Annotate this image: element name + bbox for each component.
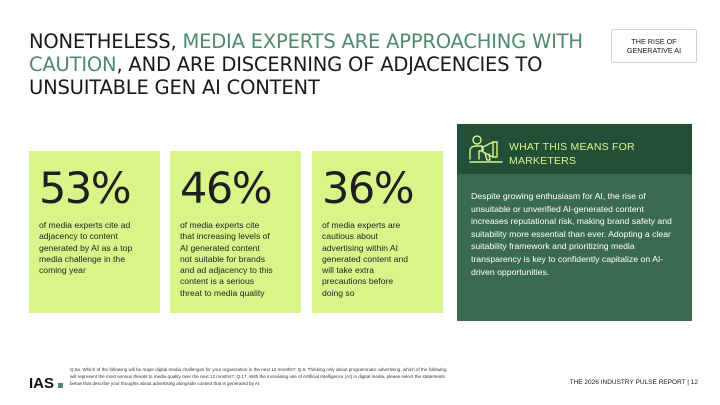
stat-card-3: 36% of media experts are cautious about … <box>312 151 443 313</box>
marketers-panel: WHAT THIS MEANS FOR MARKETERS Despite gr… <box>457 124 692 321</box>
stat-description: of media experts are cautious about adve… <box>322 220 409 298</box>
footnote: Q.5a. Which of the following will be maj… <box>70 367 447 386</box>
title-highlight: MEDIA EXPERTS ARE APPROACHING WITH CAUTI… <box>29 30 583 76</box>
logo-text: IAS <box>29 375 54 392</box>
megaphone-person-icon <box>469 135 503 163</box>
page-title: NONETHELESS, MEDIA EXPERTS ARE APPROACHI… <box>29 30 589 99</box>
panel-body: Despite growing enthusiasm for AI, the r… <box>471 191 672 277</box>
ias-logo: IAS <box>29 375 63 392</box>
title-part-1: NONETHELESS, <box>29 30 183 53</box>
stat-description: of media experts cite that increasing le… <box>180 220 273 298</box>
stat-description: of media experts cite ad adjacency to co… <box>39 220 133 276</box>
stat-card-2: 46% of media experts cite that increasin… <box>170 151 301 313</box>
section-tag: THE RISE OF GENERATIVE AI <box>611 29 697 63</box>
stat-value: 36% <box>322 164 415 214</box>
report-page-label: THE 2026 INDUSTRY PULSE REPORT | 12 <box>569 379 698 386</box>
title-part-2: , AND ARE DISCERNING OF ADJACENCIES TO U… <box>29 53 543 99</box>
panel-header: WHAT THIS MEANS FOR MARKETERS <box>457 124 692 174</box>
stat-card-1: 53% of media experts cite ad adjacency t… <box>29 151 160 313</box>
panel-title: WHAT THIS MEANS FOR MARKETERS <box>509 141 635 167</box>
stat-value: 53% <box>39 164 132 214</box>
stat-value: 46% <box>180 164 273 214</box>
